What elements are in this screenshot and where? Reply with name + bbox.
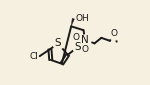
Text: Cl: Cl	[30, 52, 39, 61]
Text: N: N	[81, 35, 89, 45]
Text: O: O	[72, 33, 79, 42]
Text: O: O	[111, 29, 118, 39]
Text: S: S	[74, 42, 81, 52]
Text: S: S	[55, 38, 61, 48]
Text: O: O	[81, 45, 88, 54]
Polygon shape	[71, 18, 74, 26]
Text: OH: OH	[76, 14, 90, 23]
